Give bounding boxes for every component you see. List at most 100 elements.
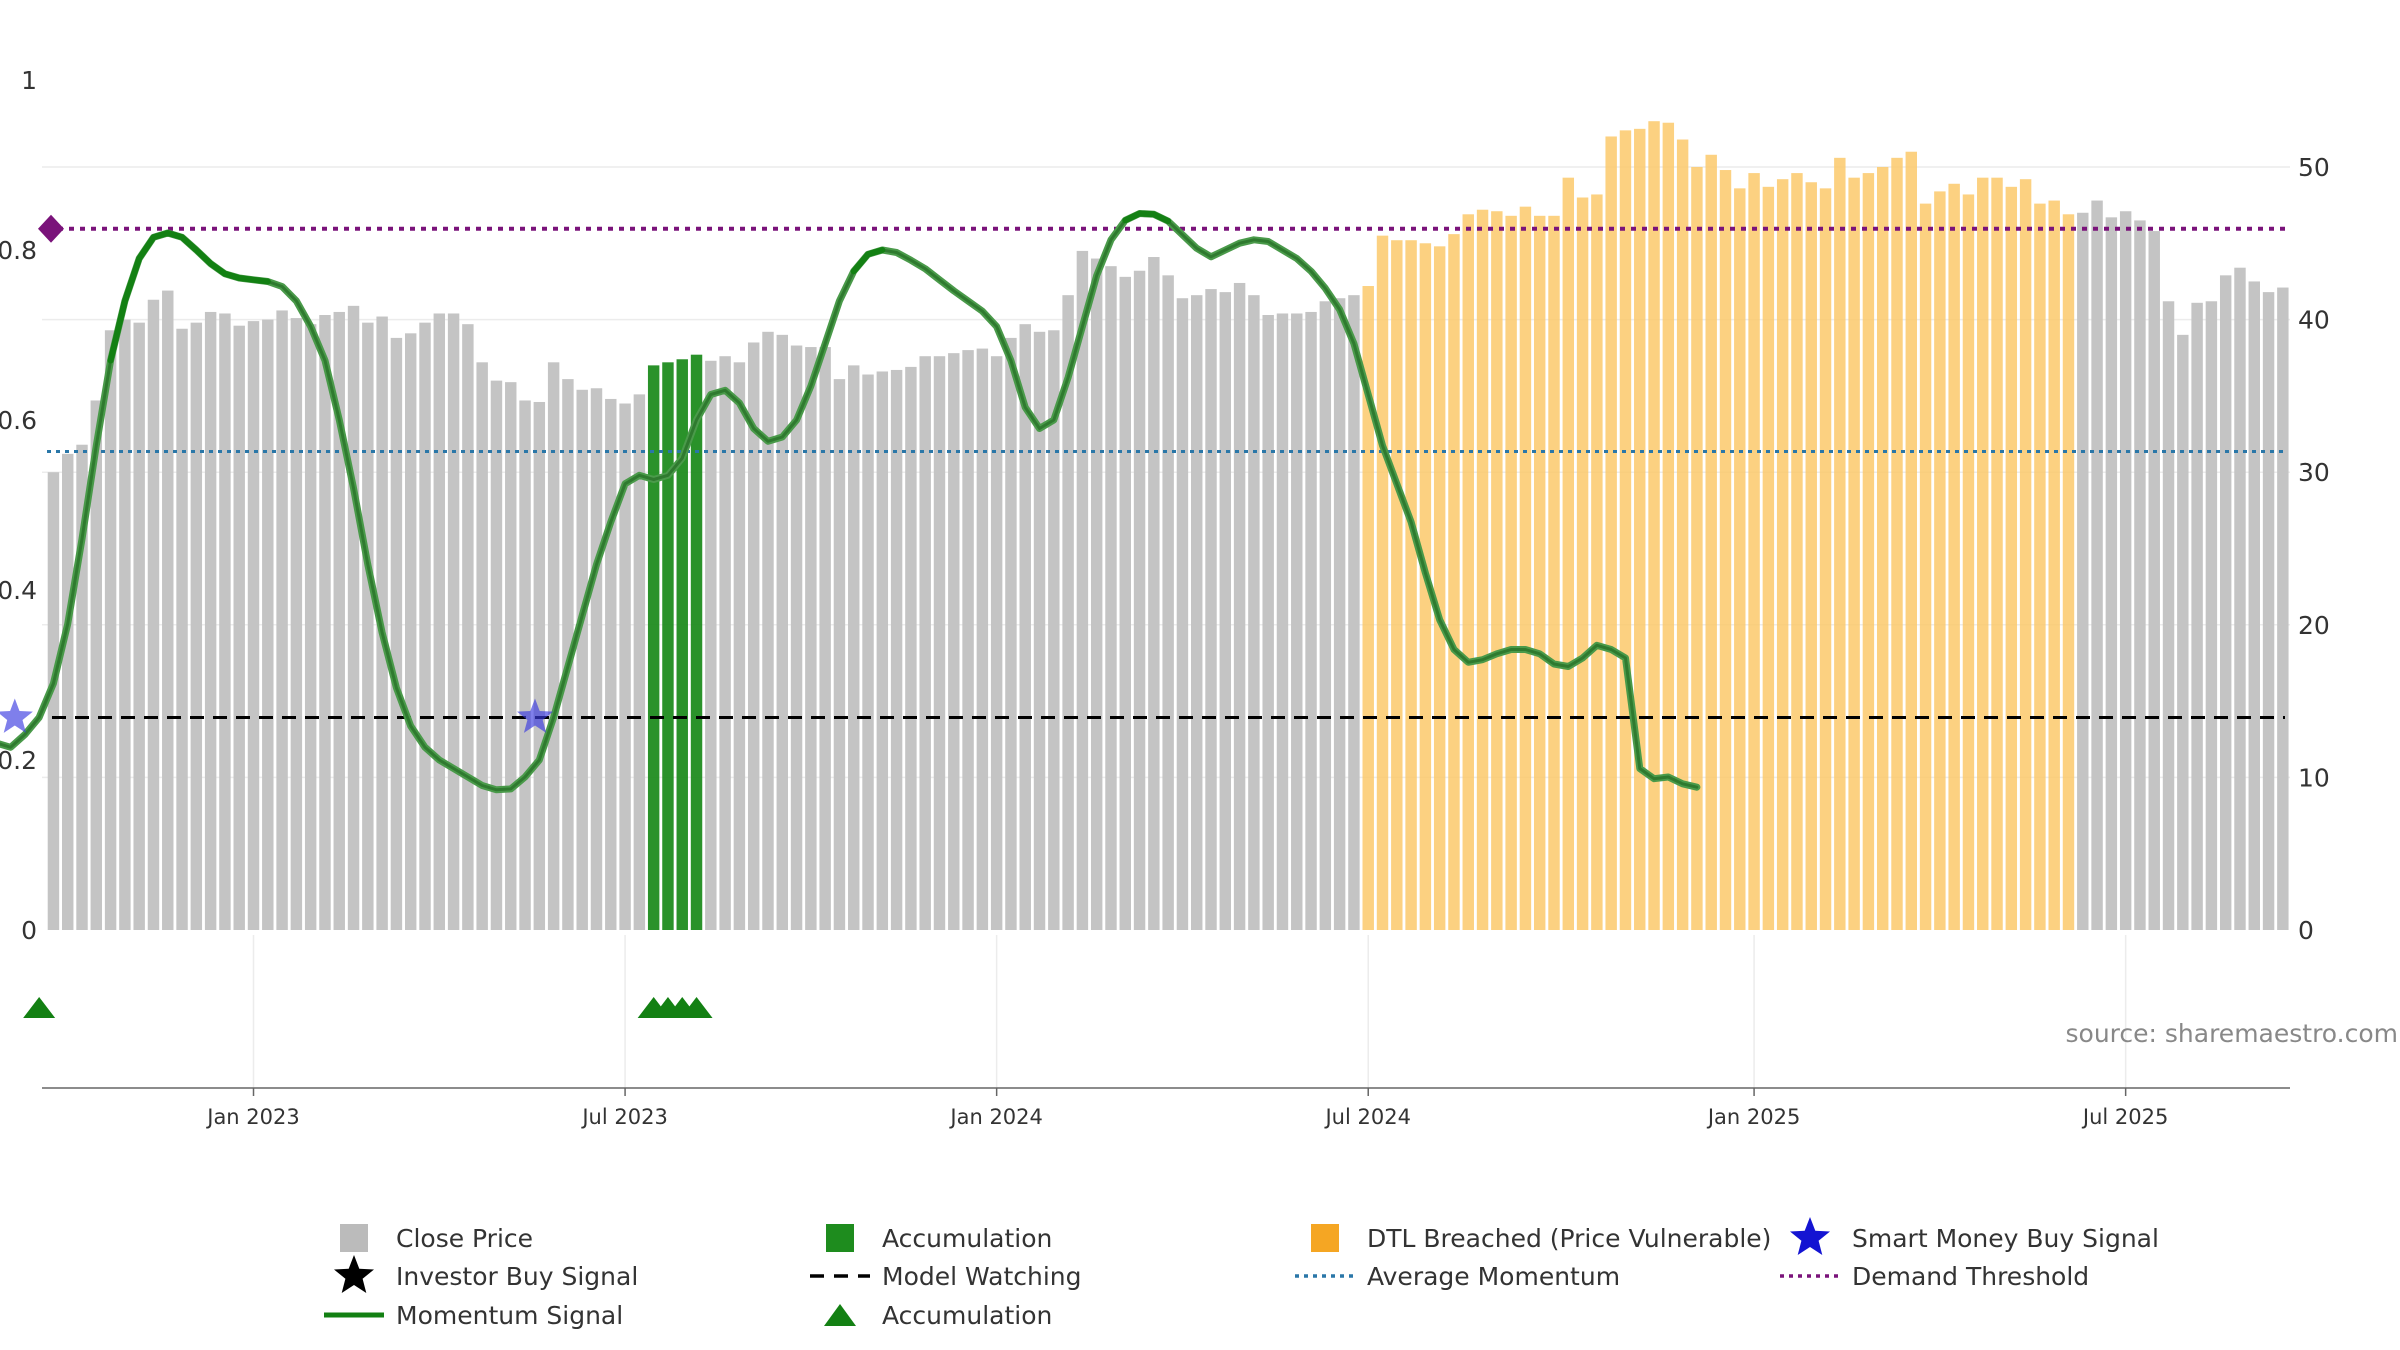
close-price-bar: [819, 347, 831, 930]
legend: Close Price Accumulation DTL Breached (Pri…: [324, 1217, 2159, 1330]
dtl-breached-bar: [1648, 121, 1660, 930]
momentum-signal-strong-segment: [1122, 210, 1172, 225]
dtl-breached-bar: [1462, 214, 1474, 931]
legend-label: Close Price: [396, 1224, 533, 1253]
legend-label: Accumulation: [882, 1224, 1052, 1253]
legend-item: Close Price: [340, 1224, 533, 1253]
dtl-breached-bar: [2005, 186, 2018, 930]
dtl-breached-bar: [1433, 246, 1446, 930]
close-price-bar: [447, 313, 460, 931]
dtl-breached-bar: [2062, 214, 2075, 931]
axes: Jan 2023 Jul 2023 Jan 2024 Jul 2024 Jan 2025…: [0, 66, 2330, 1129]
close-price-bar: [2119, 211, 2132, 931]
close-price-bar: [1333, 298, 1346, 930]
close-price-bar: [976, 348, 989, 931]
close-price-bar: [1119, 276, 1131, 930]
dtl-breached-bar: [1705, 154, 1717, 931]
close-price-bar: [2234, 267, 2246, 930]
close-price-bar: [876, 371, 889, 930]
dtl-breached-bar: [1848, 177, 1860, 930]
close-price-bar: [590, 388, 603, 930]
right-tick-label: 50: [2298, 153, 2330, 182]
left-tick-label: 0.4: [0, 576, 37, 605]
close-price-bar: [1062, 295, 1074, 931]
close-price-bar: [805, 347, 817, 930]
dtl-breached-bar: [1905, 151, 1918, 931]
source-label: source: sharemaestro.com: [2066, 1019, 2399, 1048]
dtl-breached-bar: [1676, 139, 1689, 930]
left-tick-label: 0.2: [0, 746, 37, 775]
dtl-breached-bar: [1977, 177, 1989, 930]
dtl-breached-bar: [1962, 194, 1975, 931]
dtl-breached-bar: [1548, 215, 1560, 930]
close-price-bar: [62, 453, 74, 930]
close-price-bar: [547, 362, 560, 930]
close-price-bar: [304, 324, 317, 930]
accumulation-bar: [676, 359, 688, 930]
dtl-breached-bar: [1448, 234, 1460, 930]
close-price-bar: [419, 322, 431, 930]
right-tick-label: 40: [2298, 306, 2330, 335]
legend-label: Average Momentum: [1367, 1262, 1620, 1291]
dtl-breached-bar: [1662, 122, 1675, 931]
accumulation-triangle: [680, 997, 713, 1018]
close-price-bar: [833, 379, 846, 931]
dtl-breached-bar: [1891, 157, 1903, 931]
dtl-breached-bar: [1391, 240, 1403, 930]
legend-swatch-star: [1790, 1217, 1830, 1255]
close-price-bar: [133, 322, 145, 930]
close-price-bar: [1319, 301, 1332, 931]
close-price-bar: [204, 311, 217, 930]
dtl-breached-bar: [1376, 235, 1389, 931]
close-price-bar: [762, 331, 774, 931]
close-price-bar: [333, 311, 345, 930]
close-price-bar: [347, 305, 360, 930]
close-price-bar: [2148, 231, 2160, 930]
close-price-bar: [705, 360, 717, 931]
close-price-bar: [2162, 301, 2175, 931]
close-price-bar: [2219, 275, 2232, 930]
price-bars: [47, 121, 2289, 931]
dtl-breached-bar: [1576, 197, 1589, 930]
dtl-breached-bar: [1791, 173, 1803, 931]
legend-swatch-square: [826, 1224, 854, 1252]
close-price-bar: [176, 328, 188, 930]
dtl-breached-bar: [1533, 215, 1546, 930]
dtl-breached-bar: [1519, 206, 1532, 931]
close-price-bar: [319, 315, 331, 930]
close-price-bar: [162, 290, 174, 930]
legend-swatch-square: [340, 1224, 368, 1252]
momentum-signal-strong-segment: [850, 247, 886, 275]
close-price-bar: [1248, 295, 1260, 931]
dtl-breached-bar: [1876, 166, 1889, 931]
close-price-bar: [1233, 282, 1246, 931]
close-price-bar: [962, 350, 974, 930]
x-tick-label: Jul 2024: [1323, 1105, 1410, 1129]
close-price-bar: [519, 400, 531, 930]
dtl-breached-bar: [2019, 179, 2032, 931]
dtl-breached-bar: [1734, 188, 1746, 931]
legend-label: DTL Breached (Price Vulnerable): [1367, 1224, 1771, 1253]
close-price-bar: [262, 319, 274, 931]
close-price-bar: [2091, 200, 2103, 931]
close-price-bar: [1076, 250, 1089, 930]
left-tick-label: 0.6: [0, 406, 37, 435]
left-tick-label: 1: [21, 66, 37, 95]
close-price-bar: [2277, 287, 2289, 930]
close-price-bar: [247, 321, 260, 930]
legend-label: Accumulation: [882, 1301, 1052, 1330]
close-price-bar: [476, 362, 488, 930]
dtl-breached-bar: [1605, 136, 1617, 930]
close-price-bar: [576, 389, 588, 930]
close-price-bar: [147, 299, 160, 930]
smart-money-buy-star: [517, 698, 554, 733]
momentum-signal-line: [0, 210, 1701, 794]
close-price-bar: [276, 310, 288, 930]
dtl-breached-bar: [1776, 179, 1789, 931]
dtl-breached-bar: [1819, 188, 1832, 931]
legend-item: Accumulation: [824, 1301, 1052, 1330]
close-price-bar: [290, 318, 303, 930]
legend-item: Average Momentum: [1295, 1262, 1620, 1291]
close-price-bar: [2248, 281, 2260, 930]
close-price-bar: [90, 400, 103, 930]
